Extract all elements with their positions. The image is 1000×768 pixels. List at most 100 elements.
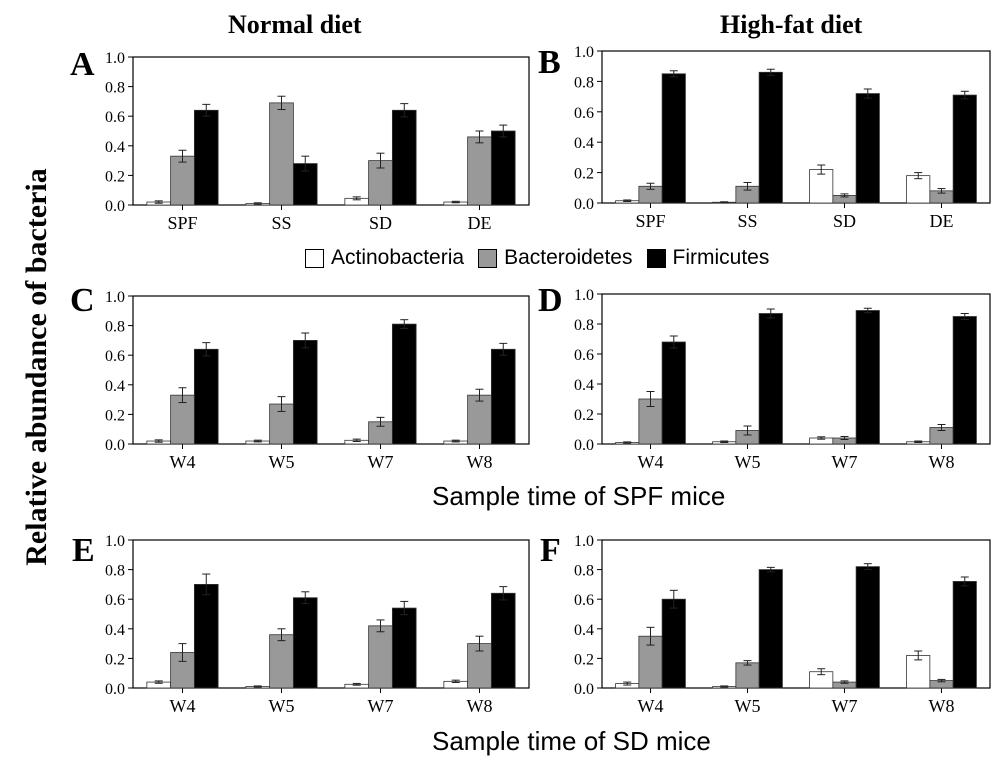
legend-swatch [478, 248, 498, 268]
bar-firmicutes [758, 71, 783, 204]
y-tick-label: 0.6 [105, 348, 125, 365]
plot-frame [601, 50, 991, 204]
y-tick-label: 0.2 [105, 168, 125, 185]
x-axis-title-spf: Sample time of SPF mice [432, 481, 726, 511]
y-tick-label: 0.2 [105, 407, 125, 424]
bar-actinobacteria [906, 175, 931, 204]
bar-bacteroidetes [269, 102, 294, 206]
y-tick-label: 0.8 [105, 563, 125, 580]
y-tick-label: 0.6 [105, 592, 125, 609]
bar-firmicutes [193, 348, 219, 445]
panel-label: A [70, 46, 95, 83]
y-tick-label: 0.0 [105, 198, 125, 215]
y-tick-label: 0.0 [105, 437, 125, 454]
bar-bacteroidetes [170, 155, 195, 206]
y-tick-label: 0.4 [574, 377, 594, 394]
legend: Actinobacteria Bacteroidetes Firmicutes [305, 246, 783, 270]
bar-firmicutes [391, 323, 417, 445]
x-tick-label: W4 [638, 452, 664, 472]
y-tick-label: 0.4 [574, 622, 594, 639]
x-tick-label: W5 [735, 452, 761, 472]
bar-firmicutes [758, 313, 783, 445]
bar-bacteroidetes [269, 634, 294, 689]
y-tick-label: 0.8 [105, 319, 125, 336]
x-tick-label: W4 [170, 696, 196, 716]
y-tick-label: 0.6 [574, 347, 594, 364]
legend-swatch [305, 248, 324, 268]
y-tick-label: 1.0 [105, 533, 125, 550]
panel-label: F [540, 532, 561, 569]
bar-firmicutes [855, 310, 880, 445]
legend-item-actinobacteria: Actinobacteria [305, 246, 464, 270]
y-tick-label: 1.0 [574, 533, 594, 550]
legend-label: Bacteroidetes [504, 246, 633, 269]
x-tick-label: SPF [635, 211, 665, 231]
x-tick-label: W7 [832, 452, 858, 472]
bar-firmicutes [193, 109, 219, 206]
y-tick-label: 0.4 [105, 378, 125, 395]
high-fat-diet-heading: High-fat diet [720, 10, 863, 39]
x-tick-label: SS [271, 213, 291, 233]
legend-label: Firmicutes [672, 246, 770, 269]
bar-chart-panel-b: 0.0 0.2 0.4 0.6 0.8 1.0 SPF SS SD DE [574, 46, 991, 231]
x-tick-label: W5 [735, 696, 761, 716]
bar-firmicutes [391, 607, 417, 689]
bar-firmicutes [490, 130, 516, 206]
y-tick-label: 0.6 [574, 592, 594, 609]
y-tick-label: 0.4 [105, 622, 125, 639]
x-tick-label: W7 [368, 452, 394, 472]
x-tick-label: SD [833, 211, 856, 231]
bar-firmicutes [952, 316, 977, 445]
x-tick-label: SPF [167, 213, 197, 233]
x-tick-label: W7 [368, 696, 394, 716]
y-tick-label: 0.4 [574, 135, 594, 152]
bar-firmicutes [391, 109, 417, 206]
panel-label: C [70, 282, 95, 319]
y-tick-label: 0.0 [574, 681, 594, 698]
bar-chart-panel-a: 0.0 0.2 0.4 0.6 0.8 1.0 SPF SS SD DE [105, 50, 530, 233]
x-tick-label: DE [930, 211, 954, 231]
normal-diet-heading: Normal diet [228, 10, 362, 39]
y-tick-label: 0.0 [574, 196, 594, 213]
bar-firmicutes [855, 566, 880, 689]
y-tick-label: 0.2 [574, 651, 594, 668]
y-tick-label: 0.8 [105, 80, 125, 97]
bar-bacteroidetes [467, 136, 492, 206]
y-tick-label: 0.0 [105, 681, 125, 698]
legend-item-firmicutes: Firmicutes [646, 246, 770, 270]
y-tick-label: 1.0 [105, 50, 125, 67]
plot-frame [132, 56, 530, 206]
bar-firmicutes [661, 73, 686, 204]
bar-chart-panel-c: 0.0 0.2 0.4 0.6 0.8 1.0 W4 W5 W7 W8 [105, 289, 530, 472]
bar-bacteroidetes [467, 394, 492, 445]
bar-chart-panel-e: 0.0 0.2 0.4 0.6 0.8 1.0 W4 W5 W7 W8 [105, 533, 530, 716]
plot-frame [132, 295, 530, 445]
bar-chart-panel-d: 0.0 0.2 0.4 0.6 0.8 1.0 W4 W5 W7 W8 [574, 287, 991, 472]
y-tick-label: 0.8 [574, 74, 594, 91]
bar-firmicutes [490, 348, 516, 445]
bar-firmicutes [193, 584, 219, 689]
y-axis-title: Relative abundance of bacteria [20, 168, 53, 566]
x-tick-label: W8 [929, 696, 955, 716]
x-tick-label: DE [468, 213, 492, 233]
y-tick-label: 0.6 [105, 109, 125, 126]
bar-bacteroidetes [368, 625, 393, 689]
x-tick-label: W5 [269, 696, 295, 716]
bar-firmicutes [855, 93, 880, 204]
bar-firmicutes [292, 597, 318, 689]
x-axis-title-sd: Sample time of SD mice [432, 726, 711, 756]
plot-frame [601, 539, 991, 689]
bar-firmicutes [952, 94, 977, 204]
x-tick-label: W8 [467, 452, 493, 472]
legend-item-bacteroidetes: Bacteroidetes [478, 246, 633, 270]
x-tick-label: SD [369, 213, 392, 233]
panel-label: E [72, 532, 95, 569]
bar-firmicutes [661, 341, 686, 445]
bar-firmicutes [661, 598, 686, 689]
x-tick-label: W4 [170, 452, 196, 472]
plot-frame [132, 539, 530, 689]
x-tick-label: W4 [638, 696, 664, 716]
y-tick-label: 0.0 [574, 437, 594, 454]
y-tick-label: 0.6 [574, 105, 594, 122]
